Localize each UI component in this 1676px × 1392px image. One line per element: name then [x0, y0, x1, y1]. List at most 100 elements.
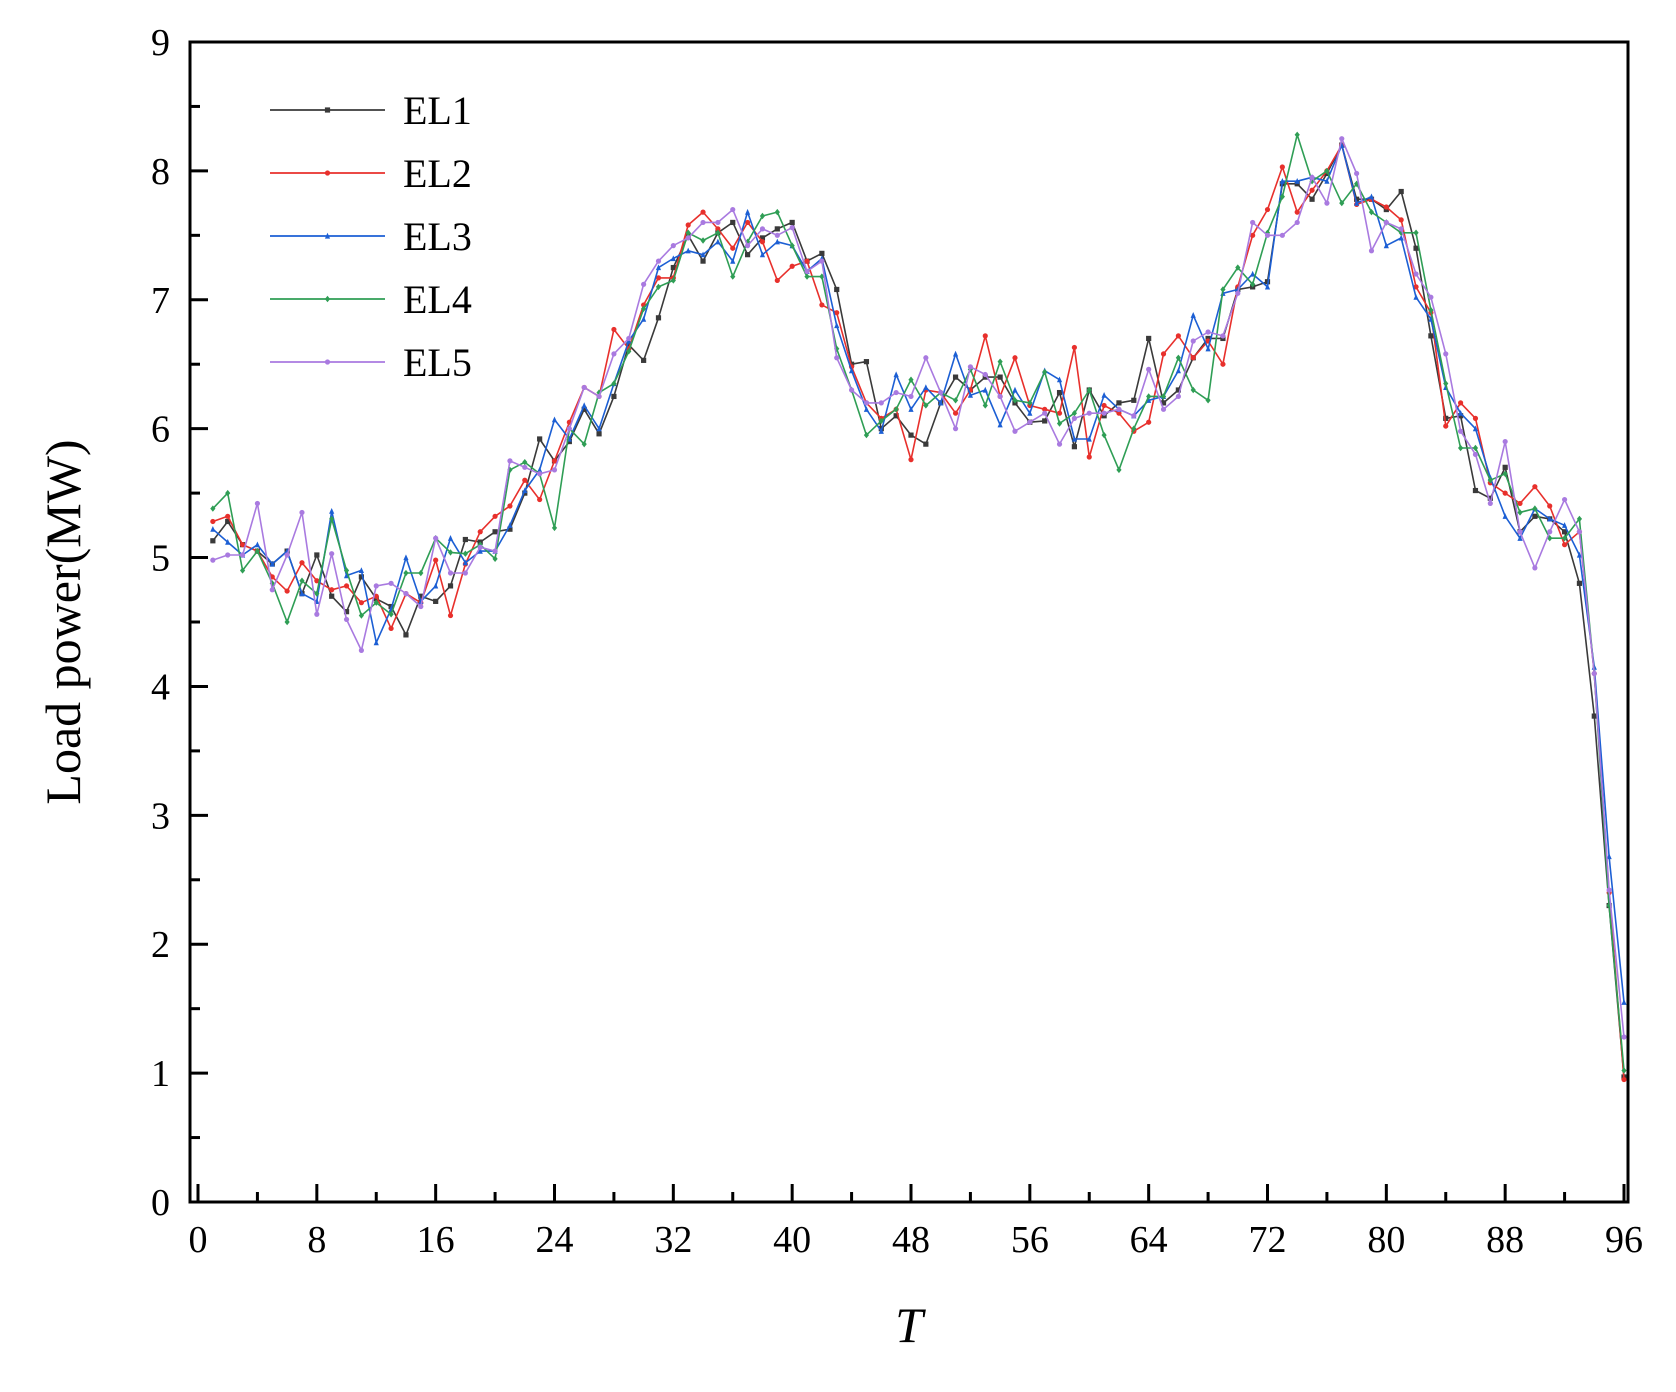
data-point-el3 — [522, 487, 528, 494]
series-el5 — [210, 136, 1627, 1040]
data-point-el2 — [834, 310, 840, 316]
data-point-el1 — [1428, 333, 1434, 339]
data-point-el4 — [1131, 425, 1137, 432]
data-point-el5 — [1056, 441, 1063, 447]
data-point-el3 — [685, 247, 691, 254]
data-point-el1 — [314, 552, 320, 558]
data-point-el2 — [1502, 490, 1508, 496]
data-point-el1 — [537, 436, 543, 442]
plot-area — [188, 40, 1630, 1204]
data-point-el2 — [982, 333, 988, 339]
data-point-el5 — [730, 206, 736, 213]
data-point-el3 — [1294, 178, 1300, 184]
x-axis-title: T — [895, 1297, 926, 1353]
legend-marker — [324, 359, 331, 365]
data-point-el1 — [1309, 196, 1315, 202]
data-point-el4 — [522, 458, 528, 466]
data-point-el4 — [611, 380, 617, 387]
data-point-el3 — [269, 560, 275, 567]
data-point-el2 — [388, 625, 394, 632]
data-point-el5 — [1487, 500, 1493, 507]
data-point-el2 — [1294, 209, 1300, 215]
data-point-el1 — [507, 526, 513, 532]
data-point-el3 — [1517, 535, 1523, 541]
data-point-el4 — [1354, 180, 1360, 187]
data-point-el1 — [210, 538, 216, 544]
data-point-el4 — [1012, 397, 1018, 404]
data-point-el2 — [1042, 406, 1048, 412]
data-point-el5 — [967, 364, 974, 370]
data-point-el4 — [581, 440, 587, 448]
data-point-el5 — [1576, 529, 1583, 535]
data-point-el1 — [1532, 513, 1538, 519]
x-tick-label: 48 — [892, 1219, 930, 1261]
data-point-el5 — [388, 580, 394, 586]
data-point-el4 — [952, 397, 959, 404]
data-point-el4 — [254, 547, 261, 555]
data-point-el5 — [299, 509, 305, 516]
data-point-el4 — [997, 358, 1003, 365]
data-point-el2 — [655, 275, 662, 281]
data-point-el4 — [685, 229, 691, 236]
y-tick-label: 3 — [151, 795, 170, 837]
legend-item-el3: EL3 — [270, 214, 472, 259]
data-point-el4 — [1502, 470, 1508, 477]
data-point-el4 — [343, 567, 350, 574]
data-point-el5 — [566, 426, 572, 432]
data-point-el2 — [685, 222, 691, 228]
data-point-el5 — [1398, 226, 1404, 232]
y-axis-title: Load power(MW) — [35, 439, 91, 804]
y-tick-label: 7 — [151, 280, 170, 322]
data-point-el2 — [358, 600, 364, 606]
data-point-el1 — [1175, 387, 1181, 393]
data-point-el1 — [1591, 713, 1597, 719]
data-point-el5 — [641, 281, 647, 287]
data-point-el2 — [343, 583, 350, 589]
data-point-el1 — [789, 219, 795, 226]
data-point-el2 — [1071, 344, 1077, 351]
y-tick-label: 8 — [151, 151, 170, 193]
data-point-el3 — [1368, 193, 1375, 200]
data-point-el5 — [1354, 170, 1360, 177]
data-point-el3 — [403, 554, 409, 561]
data-point-el4 — [358, 612, 364, 619]
data-point-el1 — [819, 250, 825, 256]
data-point-el1 — [893, 413, 899, 419]
data-point-el5 — [1606, 887, 1612, 893]
data-point-el5 — [507, 458, 513, 464]
data-point-el2 — [1383, 204, 1389, 210]
data-point-el1 — [1116, 400, 1122, 406]
data-point-el5 — [774, 232, 780, 238]
data-point-el3 — [537, 466, 543, 473]
data-point-el3 — [1576, 551, 1583, 558]
data-point-el5 — [1428, 294, 1434, 300]
data-point-el5 — [878, 400, 884, 406]
data-point-el1 — [730, 219, 736, 226]
data-point-el5 — [373, 583, 379, 589]
data-point-el2 — [507, 503, 513, 509]
data-point-el3 — [1279, 178, 1285, 184]
data-point-el1 — [1056, 389, 1063, 396]
data-point-el4 — [759, 212, 766, 220]
data-point-el4 — [1621, 1067, 1627, 1074]
data-point-el3 — [641, 315, 647, 322]
data-point-el3 — [210, 526, 216, 532]
data-point-el4 — [462, 550, 468, 557]
data-point-el1 — [462, 536, 468, 543]
data-point-el2 — [1621, 1076, 1627, 1083]
data-point-el5 — [1086, 410, 1092, 416]
data-point-el2 — [1443, 423, 1449, 429]
data-point-el5 — [551, 467, 558, 473]
data-point-el5 — [447, 570, 454, 576]
data-point-el3 — [715, 238, 721, 245]
data-point-el1 — [418, 593, 424, 599]
data-point-el2 — [700, 209, 706, 215]
data-point-el4 — [1472, 444, 1479, 452]
data-point-el2 — [1413, 284, 1419, 290]
data-point-el3 — [1086, 435, 1092, 442]
data-point-el5 — [596, 393, 602, 400]
data-point-el2 — [314, 578, 320, 584]
data-point-el4 — [774, 208, 780, 216]
y-tick-label: 9 — [151, 22, 170, 64]
data-point-el3 — [1264, 283, 1271, 290]
